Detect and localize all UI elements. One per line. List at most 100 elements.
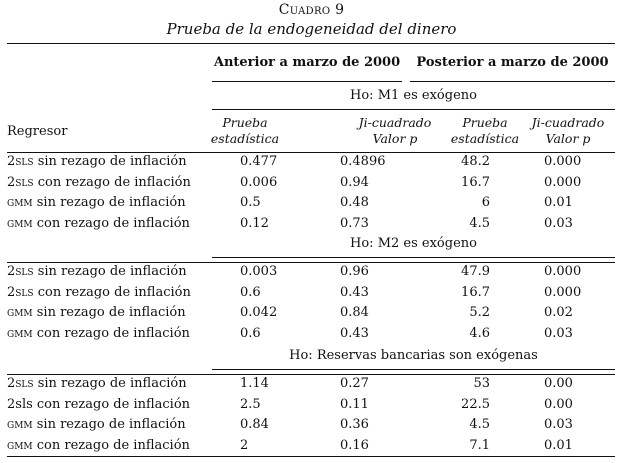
pvalue-before: 0.94 [340, 174, 369, 190]
pvalue-before: 0.27 [340, 376, 369, 391]
regressor-desc: sin rezago de inflación [32, 195, 186, 210]
regressor-label: 2sls con rezago de inflación [7, 175, 191, 191]
method-name: 2sls [7, 264, 34, 279]
pvalue-before: 0.73 [340, 215, 369, 231]
top-rule [7, 43, 615, 44]
stat-header-after: Prueba estadística [450, 115, 520, 146]
bottom-rule [7, 456, 615, 457]
panel-body-rule [7, 374, 615, 375]
pvalue-before: 0.4896 [340, 154, 386, 169]
chi-header-after: Ji-cuadrado Valor p [531, 115, 605, 146]
pvalue-after: 0.00 [544, 376, 573, 391]
stat-before: 2.5 [240, 396, 261, 412]
regressor-desc: sin rezago de inflación [33, 264, 187, 279]
stat-before: 1.14 [240, 376, 269, 391]
stat-after: 6 [481, 195, 490, 210]
regressor-label: 2sls con rezago de inflación [7, 285, 191, 301]
panel-body-rule [7, 262, 615, 263]
pvalue-before: 0.43 [340, 284, 369, 300]
method-name: gmm [7, 215, 33, 231]
stat-header-before: Prueba estadística [210, 115, 280, 146]
table-number: Cuadro 9 [278, 2, 345, 18]
pvalue-after: 0.01 [544, 437, 573, 453]
panel-title-rule [212, 109, 615, 110]
method-name: 2sls [7, 284, 34, 300]
method-name: gmm [7, 305, 33, 320]
pvalue-before: 0.36 [340, 417, 369, 432]
chi-header-before: Ji-cuadrado Valor p [358, 115, 432, 146]
header-after: Posterior a marzo de 2000 [416, 55, 609, 70]
stat-after: 53 [473, 376, 490, 391]
stat-after: 47.9 [461, 264, 490, 279]
regressor-label: gmm con rezago de inflación [7, 438, 190, 454]
regressor-desc: con rezago de inflación [32, 325, 190, 341]
pvalue-before: 0.84 [340, 305, 369, 320]
method-name: 2sls [7, 154, 34, 169]
method-name: gmm [7, 325, 33, 341]
header-after-rule [410, 81, 615, 82]
method-name: gmm [7, 417, 33, 432]
pvalue-after: 0.000 [544, 264, 582, 279]
regressor-desc: con rezago de inflación [32, 215, 190, 231]
stat-before: 0.006 [240, 174, 278, 190]
regressor-label: 2sls sin rezago de inflación [7, 154, 187, 170]
stat-after: 4.5 [469, 417, 490, 432]
pvalue-before: 0.48 [340, 195, 369, 210]
regressor-desc: sin rezago de inflación [33, 154, 187, 169]
stat-before: 0.003 [240, 264, 278, 279]
stat-before: 0.042 [240, 305, 278, 320]
regressor-desc: sin rezago de inflación [33, 376, 187, 391]
pvalue-before: 0.43 [340, 325, 369, 341]
stat-before: 0.12 [240, 215, 269, 231]
pvalue-before: 0.11 [340, 396, 369, 412]
stat-before: 0.84 [240, 417, 269, 432]
regressor-desc: con rezago de inflación [33, 284, 191, 300]
stat-before: 2 [240, 437, 249, 453]
stat-after: 7.1 [469, 437, 490, 453]
stat-after: 48.2 [461, 154, 490, 169]
stat-after: 16.7 [461, 174, 490, 190]
regressor-desc: con rezago de inflación [32, 437, 190, 453]
header-before: Anterior a marzo de 2000 [213, 55, 401, 70]
method-name: 2sls con rezago de inflación [7, 396, 191, 412]
stat-after: 16.7 [461, 284, 490, 300]
regressor-label: gmm sin rezago de inflación [7, 195, 186, 211]
regressor-desc: sin rezago de inflación [32, 305, 186, 320]
pvalue-after: 0.03 [544, 417, 573, 432]
method-name: gmm [7, 437, 33, 453]
pvalue-after: 0.000 [544, 154, 582, 169]
regressor-label: gmm sin rezago de inflación [7, 305, 186, 321]
stat-before: 0.5 [240, 195, 261, 210]
pvalue-after: 0.01 [544, 195, 573, 210]
method-name: 2sls [7, 376, 34, 391]
pvalue-before: 0.16 [340, 437, 369, 453]
stat-before: 0.6 [240, 284, 261, 300]
stat-before: 0.477 [240, 154, 278, 169]
method-name: 2sls [7, 174, 34, 190]
panel-title: Ho: M2 es exógeno [350, 236, 477, 251]
stat-after: 5.2 [469, 305, 490, 320]
regressor-desc: con rezago de inflación [33, 174, 191, 190]
regressor-label: 2sls con rezago de inflación [7, 397, 190, 413]
regressor-label: 2sls sin rezago de inflación [7, 376, 187, 392]
regressor-header: Regresor [7, 124, 68, 139]
table-title: Prueba de la endogeneidad del dinero [166, 20, 457, 38]
panel-title-rule [212, 257, 615, 258]
stat-after: 4.5 [469, 215, 490, 231]
regressor-desc: sin rezago de inflación [32, 417, 186, 432]
pvalue-after: 0.02 [544, 305, 573, 320]
regressor-label: gmm sin rezago de inflación [7, 417, 186, 433]
panel-title-rule [212, 369, 615, 370]
stat-after: 22.5 [461, 396, 490, 412]
pvalue-after: 0.000 [544, 174, 582, 190]
stat-before: 0.6 [240, 325, 261, 341]
pvalue-after: 0.03 [544, 325, 573, 341]
header-before-rule [212, 81, 402, 82]
pvalue-after: 0.03 [544, 215, 573, 231]
panel-title: Ho: Reservas bancarias son exógenas [289, 348, 538, 363]
subheader-rule [7, 152, 615, 153]
panel-title: Ho: M1 es exógeno [350, 88, 477, 103]
pvalue-before: 0.96 [340, 264, 369, 279]
method-name: gmm [7, 195, 33, 210]
